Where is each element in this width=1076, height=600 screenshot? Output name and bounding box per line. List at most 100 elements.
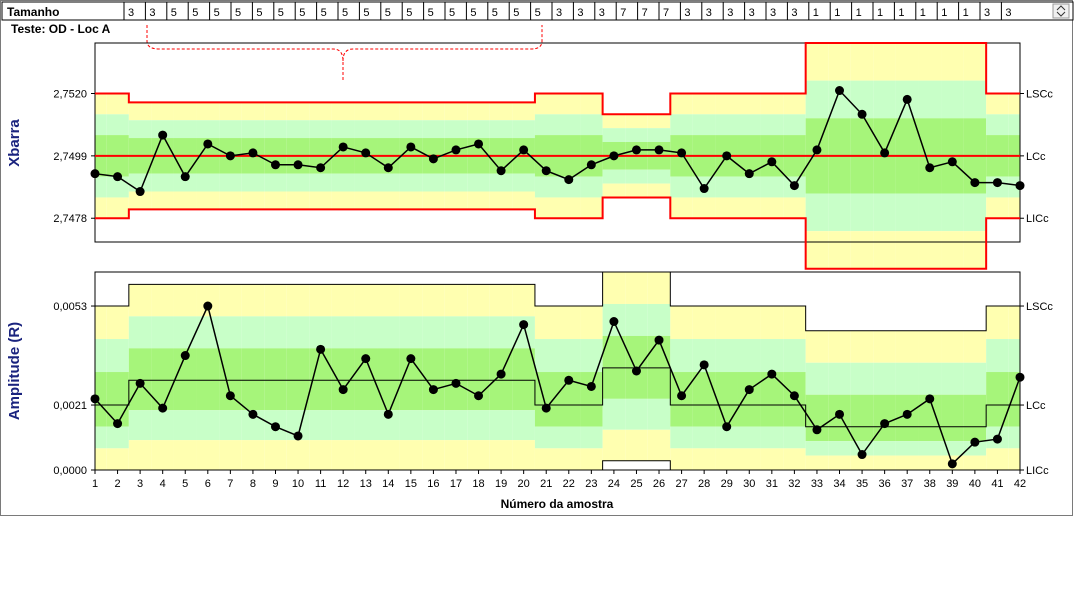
x-tick-label: 27 [675,478,687,490]
data-point [158,403,168,413]
control-zone [309,316,332,349]
control-zone [106,405,129,427]
sample-size-value: 3 [727,7,733,19]
control-zone [173,380,197,411]
control-zone [196,120,220,139]
control-zone [264,316,287,349]
control-zone [331,102,355,121]
control-zone [602,398,626,430]
control-zone [873,231,896,269]
data-point [496,369,506,379]
control-zone [264,173,287,192]
control-zone [850,43,874,81]
data-point [880,148,890,158]
x-tick-label: 1 [92,478,98,490]
data-point [519,145,529,155]
control-zone [1008,405,1020,427]
control-zone [557,405,581,427]
control-zone [151,138,174,156]
control-zone [986,135,1009,156]
sample-size-value: 3 [684,7,690,19]
data-point [744,385,754,395]
control-zone [963,362,987,395]
control-zone [241,348,265,381]
control-zone [715,339,738,373]
control-zone [873,118,896,156]
control-zone [941,362,964,395]
control-zone [512,191,535,210]
data-point [699,360,709,370]
data-point [609,151,619,161]
sample-size-value: 1 [898,7,904,19]
x-tick-label: 38 [924,478,936,490]
control-zone [444,316,468,349]
control-zone [173,138,197,156]
control-zone [941,193,964,232]
control-zone [963,193,987,232]
control-zone [95,405,107,427]
limit-label: LCc [1026,151,1046,163]
control-zone [151,120,174,139]
sample-size-value: 3 [791,7,797,19]
control-zone [783,114,806,136]
data-point [970,437,980,447]
control-zone [1008,426,1020,449]
control-zone [1008,114,1020,136]
control-zone [805,155,829,194]
control-zone [354,440,378,470]
data-point [90,169,100,179]
control-zone [670,339,693,373]
control-zone [467,191,490,210]
control-zone [354,348,378,381]
control-zone [760,448,784,470]
control-zone [963,80,987,119]
control-zone [128,348,152,381]
control-zone [128,284,152,317]
sample-size-value: 5 [428,7,434,19]
control-zone [737,405,761,427]
control-zone [670,306,693,340]
control-zone [264,380,287,411]
control-zone [151,284,174,317]
control-zone [467,348,490,381]
data-point [338,142,348,152]
control-zone [963,118,987,156]
control-zone [331,410,355,441]
control-zone [173,102,197,121]
control-zone [625,128,648,143]
control-zone [941,80,964,119]
data-point [609,317,619,326]
control-zone [1008,197,1020,219]
data-point [812,425,822,435]
control-zone [354,155,378,174]
control-zone [941,330,964,363]
control-zone [512,173,535,192]
data-point [519,320,529,330]
control-zone [151,440,174,470]
control-zone [580,176,603,198]
data-point [428,154,438,164]
data-point [744,169,754,179]
control-zone [534,306,558,340]
x-tick-label: 29 [721,478,733,490]
control-zone [557,306,581,340]
control-zone [692,306,716,340]
x-tick-label: 10 [292,478,304,490]
control-zone [219,284,242,317]
control-zone [95,176,107,198]
x-tick-label: 7 [227,478,233,490]
control-zone [715,135,738,156]
control-zone [95,372,107,406]
control-zone [264,440,287,470]
data-point [225,151,235,161]
x-tick-label: 14 [382,478,394,490]
control-zone [151,191,174,210]
control-zone [106,197,129,219]
data-point [158,130,168,140]
scroll-spinner[interactable] [1052,3,1070,19]
control-zone [467,120,490,139]
data-point [722,422,732,432]
control-zone [737,448,761,470]
data-point [270,422,280,432]
x-tick-label: 40 [969,478,981,490]
